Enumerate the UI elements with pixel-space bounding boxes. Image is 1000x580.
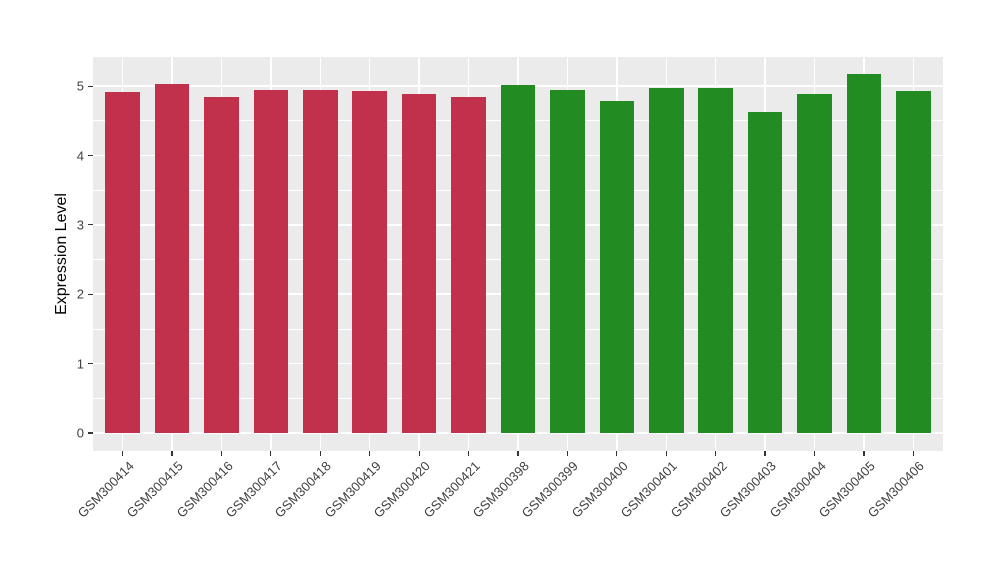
y-tick-mark — [88, 154, 93, 157]
bar-GSM300421 — [451, 97, 486, 433]
y-tick-mark — [88, 432, 93, 434]
y-tick-label: 5 — [76, 78, 84, 94]
y-tick-mark — [88, 85, 93, 87]
y-tick-mark — [88, 224, 93, 226]
y-tick-label: 0 — [76, 425, 84, 441]
bar-GSM300400 — [599, 100, 635, 433]
x-tick-mark — [863, 451, 865, 456]
bar-GSM300403 — [747, 111, 783, 433]
x-tick-mark — [220, 451, 223, 456]
x-tick-mark — [566, 451, 568, 456]
y-tick-mark — [88, 362, 93, 365]
x-tick-mark — [616, 451, 618, 456]
x-tick-mark — [912, 451, 914, 456]
y-tick-label: 3 — [76, 217, 84, 233]
x-tick-mark — [122, 451, 124, 456]
bar-GSM300398 — [500, 85, 536, 433]
bar-GSM300402 — [698, 87, 733, 433]
y-tick-label: 2 — [76, 286, 84, 302]
x-tick-mark — [418, 451, 420, 456]
x-tick-mark — [369, 451, 371, 456]
bar-GSM300406 — [896, 90, 931, 433]
bar-GSM300399 — [550, 90, 585, 433]
bar-GSM300417 — [253, 89, 289, 433]
y-tick-mark — [88, 293, 93, 295]
x-tick-mark — [171, 451, 173, 456]
x-tick-mark — [270, 451, 272, 456]
bar-GSM300415 — [154, 84, 190, 433]
x-tick-mark — [665, 451, 667, 456]
x-tick-mark — [813, 451, 816, 456]
x-tick-mark — [319, 451, 321, 456]
bar-GSM300418 — [303, 89, 338, 433]
bar-GSM300419 — [352, 90, 388, 433]
x-tick-mark — [467, 451, 470, 456]
plot-panel — [93, 57, 943, 451]
y-tick-label: 4 — [76, 148, 84, 163]
x-tick-mark — [764, 451, 766, 456]
bar-GSM300405 — [846, 74, 882, 433]
bar-GSM300414 — [105, 91, 140, 433]
bar-GSM300404 — [797, 94, 832, 433]
bar-GSM300401 — [648, 88, 684, 433]
bar-GSM300416 — [204, 97, 239, 433]
bar-GSM300420 — [401, 94, 437, 433]
x-tick-mark — [517, 451, 519, 456]
x-tick-mark — [715, 451, 717, 456]
y-tick-label: 1 — [76, 356, 84, 372]
